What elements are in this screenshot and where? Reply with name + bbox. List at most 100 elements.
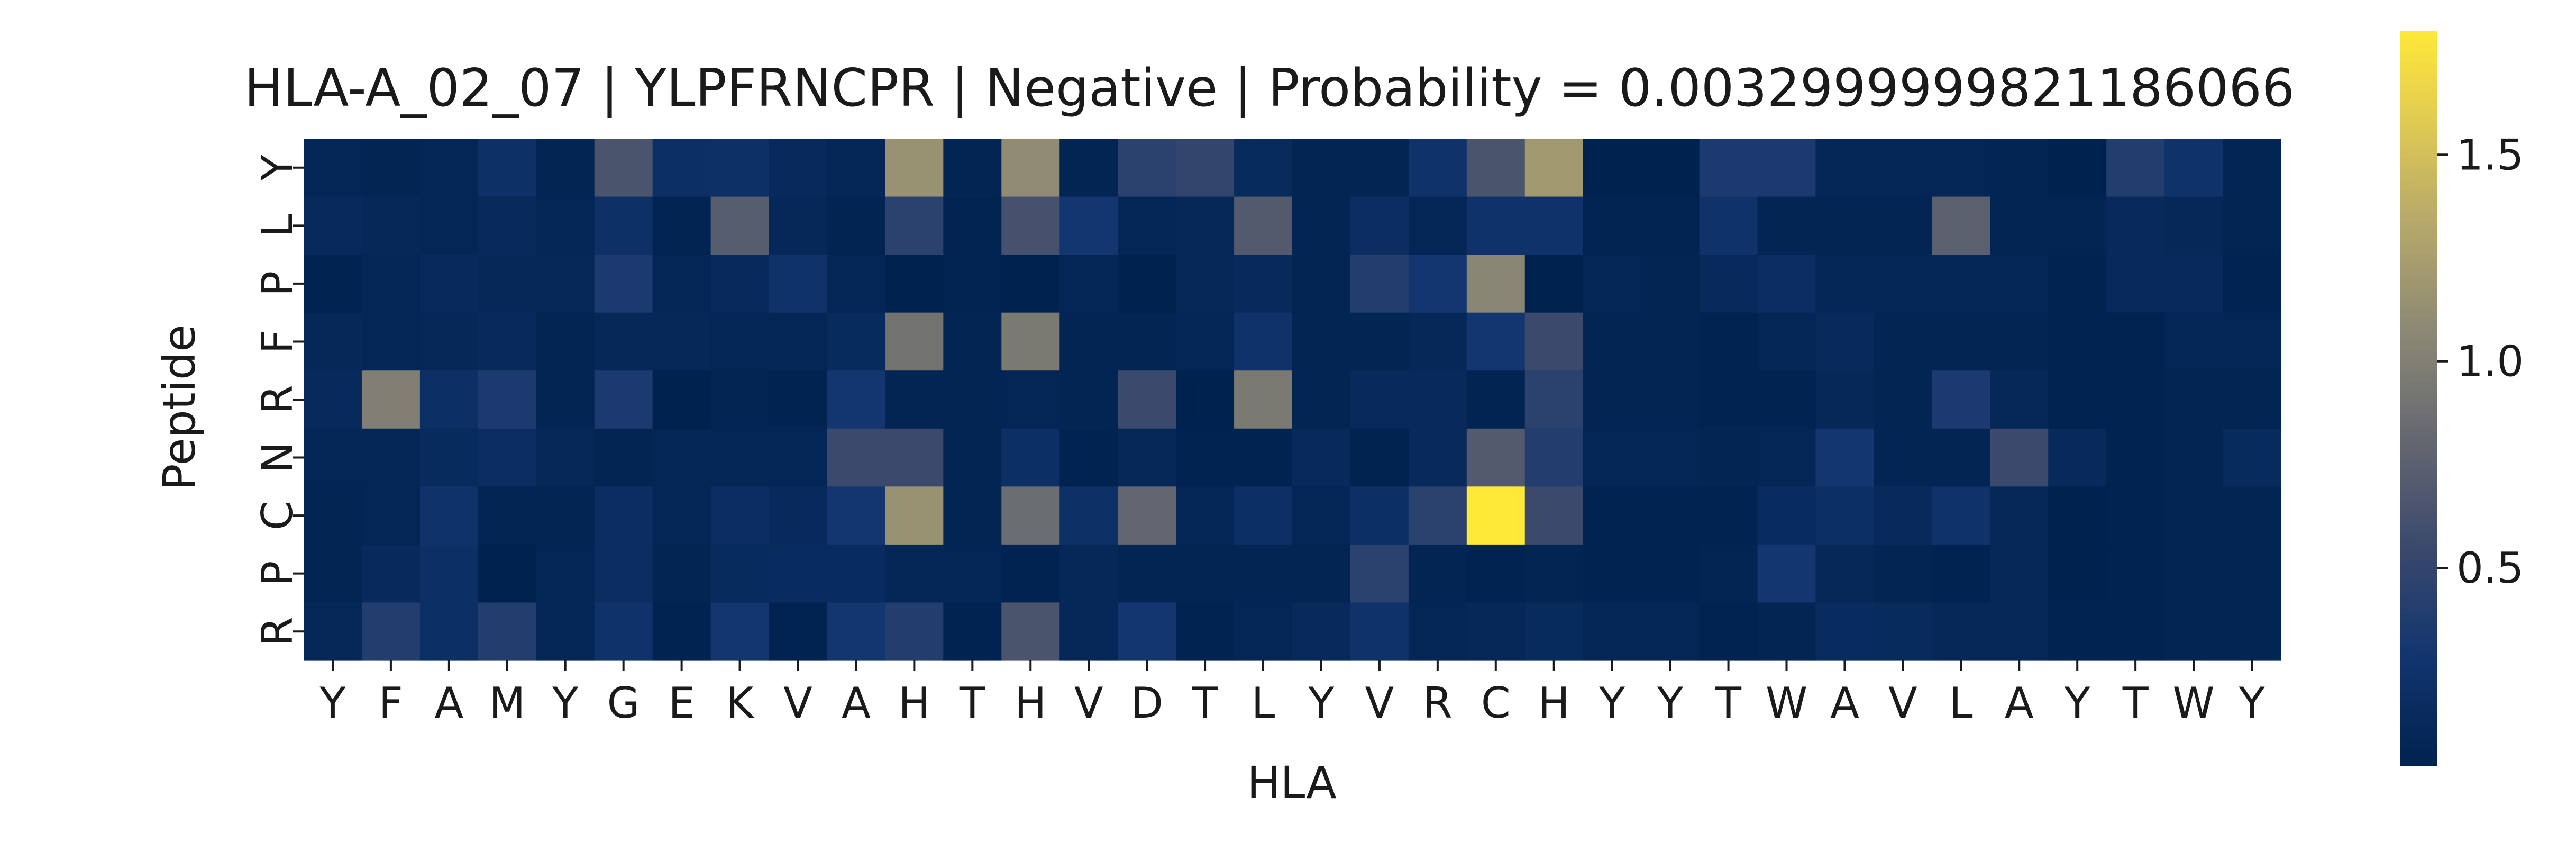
heatmap-cells (304, 139, 2281, 661)
heatmap-cell (2164, 428, 2223, 487)
heatmap-cell (1583, 602, 1642, 661)
heatmap-cell (2106, 428, 2165, 487)
heatmap-cell (1757, 255, 1816, 313)
heatmap-cell (1583, 428, 1642, 487)
heatmap-cell (1408, 196, 1467, 255)
heatmap-cell (769, 312, 828, 371)
x-tick-label: M (489, 678, 525, 728)
heatmap-cell (1699, 428, 1758, 487)
x-tick-label: L (1949, 678, 1973, 728)
heatmap-cell (1234, 139, 1293, 197)
x-tick-label: E (668, 678, 695, 728)
heatmap-cell (710, 370, 770, 429)
heatmap-cell (1176, 312, 1235, 371)
heatmap-cell (943, 370, 1002, 429)
heatmap-cell (2106, 139, 2165, 197)
heatmap-cell (1932, 139, 1990, 197)
heatmap-cell (2223, 312, 2281, 371)
heatmap-cell (304, 486, 362, 545)
heatmap-cell (2106, 312, 2165, 371)
heatmap-cell (1524, 428, 1584, 487)
heatmap-cell (536, 139, 595, 197)
heatmap-cell (1583, 139, 1642, 197)
heatmap-cell (1234, 312, 1293, 371)
colorbar: 0.5 1.0 1.5 (2400, 31, 2524, 766)
heatmap-cell (710, 196, 770, 255)
heatmap-cell (1350, 428, 1409, 487)
heatmap-cell (1118, 370, 1176, 429)
heatmap-cell (710, 255, 770, 313)
heatmap-cell (1990, 428, 2049, 487)
x-tick-label: A (1830, 678, 1859, 728)
heatmap-cell (1524, 312, 1584, 371)
heatmap-cell (419, 196, 479, 255)
heatmap-cell (304, 428, 362, 487)
x-tick-label: Y (1598, 678, 1625, 728)
heatmap-cell (1059, 196, 1118, 255)
heatmap-cell (1292, 139, 1351, 197)
heatmap-cell (652, 486, 711, 545)
heatmap-cell (361, 312, 421, 371)
heatmap-cell (2164, 370, 2223, 429)
heatmap-cell (361, 255, 421, 313)
heatmap-cell (827, 255, 886, 313)
heatmap-cell (1641, 196, 1700, 255)
heatmap-cell (2048, 196, 2107, 255)
heatmap-cell (478, 602, 537, 661)
heatmap-cell (361, 602, 421, 661)
heatmap-cell (1815, 255, 1875, 313)
heatmap-cell (1815, 486, 1875, 545)
x-tick-label: H (1015, 678, 1046, 728)
heatmap-cell (1001, 602, 1060, 661)
heatmap-cell (1350, 139, 1409, 197)
heatmap-cell (1699, 255, 1758, 313)
heatmap-cell (943, 428, 1002, 487)
x-tick-label: V (1365, 678, 1394, 728)
heatmap-cell (1408, 255, 1467, 313)
heatmap-cell (1059, 428, 1118, 487)
heatmap-cell (1524, 196, 1584, 255)
heatmap-cell (1059, 486, 1118, 545)
heatmap-cell (594, 139, 653, 197)
heatmap-cell (1176, 428, 1235, 487)
heatmap-cell (1234, 255, 1293, 313)
heatmap-cell (885, 486, 944, 545)
heatmap-cell (1524, 602, 1584, 661)
heatmap-cell (1118, 428, 1176, 487)
heatmap-cell (1059, 255, 1118, 313)
x-tick-label: D (1130, 678, 1163, 728)
chart-title: HLA-A_02_07 | YLPFRNCPR | Negative | Pro… (244, 58, 2295, 119)
heatmap-cell (1466, 486, 1525, 545)
heatmap-cell (2164, 544, 2223, 603)
y-tick-label: N (253, 442, 302, 474)
heatmap-cell (1815, 312, 1875, 371)
x-tick-label: K (726, 678, 755, 728)
heatmap-cell (710, 544, 770, 603)
heatmap-cell (478, 255, 537, 313)
heatmap-cell (769, 486, 828, 545)
heatmap-cell (1292, 255, 1351, 313)
heatmap-cell (361, 370, 421, 429)
heatmap-cell (2164, 196, 2223, 255)
heatmap-cell (2223, 139, 2281, 197)
heatmap-cell (1350, 196, 1409, 255)
heatmap-cell (1699, 139, 1758, 197)
heatmap-cell (2048, 255, 2107, 313)
heatmap-cell (304, 602, 362, 661)
x-axis-label: HLA (1247, 757, 1336, 809)
heatmap-cell (1757, 139, 1816, 197)
x-tick-label: A (842, 678, 871, 728)
heatmap-cell (361, 139, 421, 197)
heatmap-cell (1524, 486, 1584, 545)
heatmap-cell (885, 312, 944, 371)
heatmap-cell (2223, 370, 2281, 429)
heatmap-cell (1001, 428, 1060, 487)
heatmap-cell (2048, 312, 2107, 371)
heatmap-cell (1990, 196, 2049, 255)
heatmap-cell (1932, 196, 1990, 255)
heatmap-cell (419, 255, 479, 313)
heatmap-cell (1408, 139, 1467, 197)
heatmap-cell (1234, 370, 1293, 429)
heatmap-cell (1408, 602, 1467, 661)
